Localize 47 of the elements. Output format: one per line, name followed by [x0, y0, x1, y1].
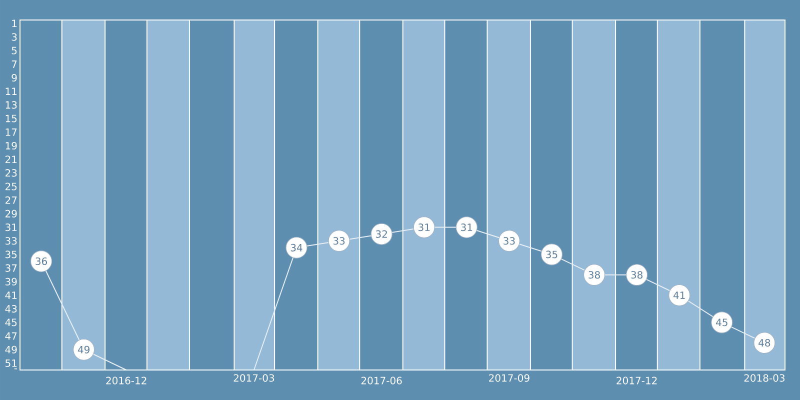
y-tick-label: 9: [12, 74, 17, 82]
y-tick-label: 31: [6, 223, 17, 232]
data-label: 45: [716, 318, 728, 326]
data-label: 31: [418, 223, 430, 232]
x-tick-label: 2017-09: [489, 374, 530, 382]
y-tick-label: 17: [6, 128, 17, 136]
data-label: 48: [758, 339, 770, 347]
data-label: 32: [376, 230, 387, 238]
y-tick-label: 23: [5, 169, 17, 177]
y-tick-label: 33: [6, 237, 17, 245]
data-label: 41: [673, 292, 685, 299]
y-tick-label: 15: [6, 114, 17, 122]
y-tick-label: 47: [5, 332, 17, 340]
data-label: 38: [588, 271, 600, 279]
data-label: 34: [290, 244, 302, 252]
y-tick-label: 5: [12, 46, 17, 54]
y-tick-label: 27: [5, 196, 17, 204]
y-tick-label: 39: [6, 278, 17, 286]
y-tick-label: -: [14, 368, 17, 370]
x-tick-label: 2016-12: [106, 376, 146, 384]
x-tick-label: 2017-12: [616, 376, 657, 384]
y-tick-label: 11: [6, 88, 17, 96]
data-label: 31: [461, 223, 472, 232]
y-tick-label: 7: [12, 60, 17, 68]
y-tick-label: 3: [12, 33, 17, 41]
data-label: 33: [333, 237, 345, 245]
data-label: 38: [631, 271, 642, 279]
y-tick-label: 25: [5, 182, 17, 190]
y-tick-label: 29: [5, 210, 17, 218]
y-tick-label: 13: [6, 101, 17, 109]
y-tick-label: 41: [5, 292, 17, 299]
y-tick-label: 51: [6, 359, 17, 367]
y-tick-label: 45: [5, 318, 17, 326]
data-label: 49: [78, 346, 90, 354]
y-tick-label: 19: [6, 142, 17, 150]
data-label: 35: [546, 250, 558, 258]
x-tick-label: 2017-06: [361, 376, 402, 384]
y-tick-label: 21: [5, 156, 17, 164]
y-tick-label: 49: [5, 346, 17, 354]
y-tick-label: 35: [6, 250, 17, 258]
y-tick-label: 1: [12, 20, 17, 28]
y-tick-label: 37: [6, 264, 17, 272]
x-tick-label: 2017-03: [234, 374, 274, 382]
x-tick-label: 2018-03: [744, 374, 785, 382]
data-label: 33: [504, 237, 515, 245]
y-tick-label: 43: [5, 305, 17, 313]
data-label: 36: [36, 257, 48, 266]
